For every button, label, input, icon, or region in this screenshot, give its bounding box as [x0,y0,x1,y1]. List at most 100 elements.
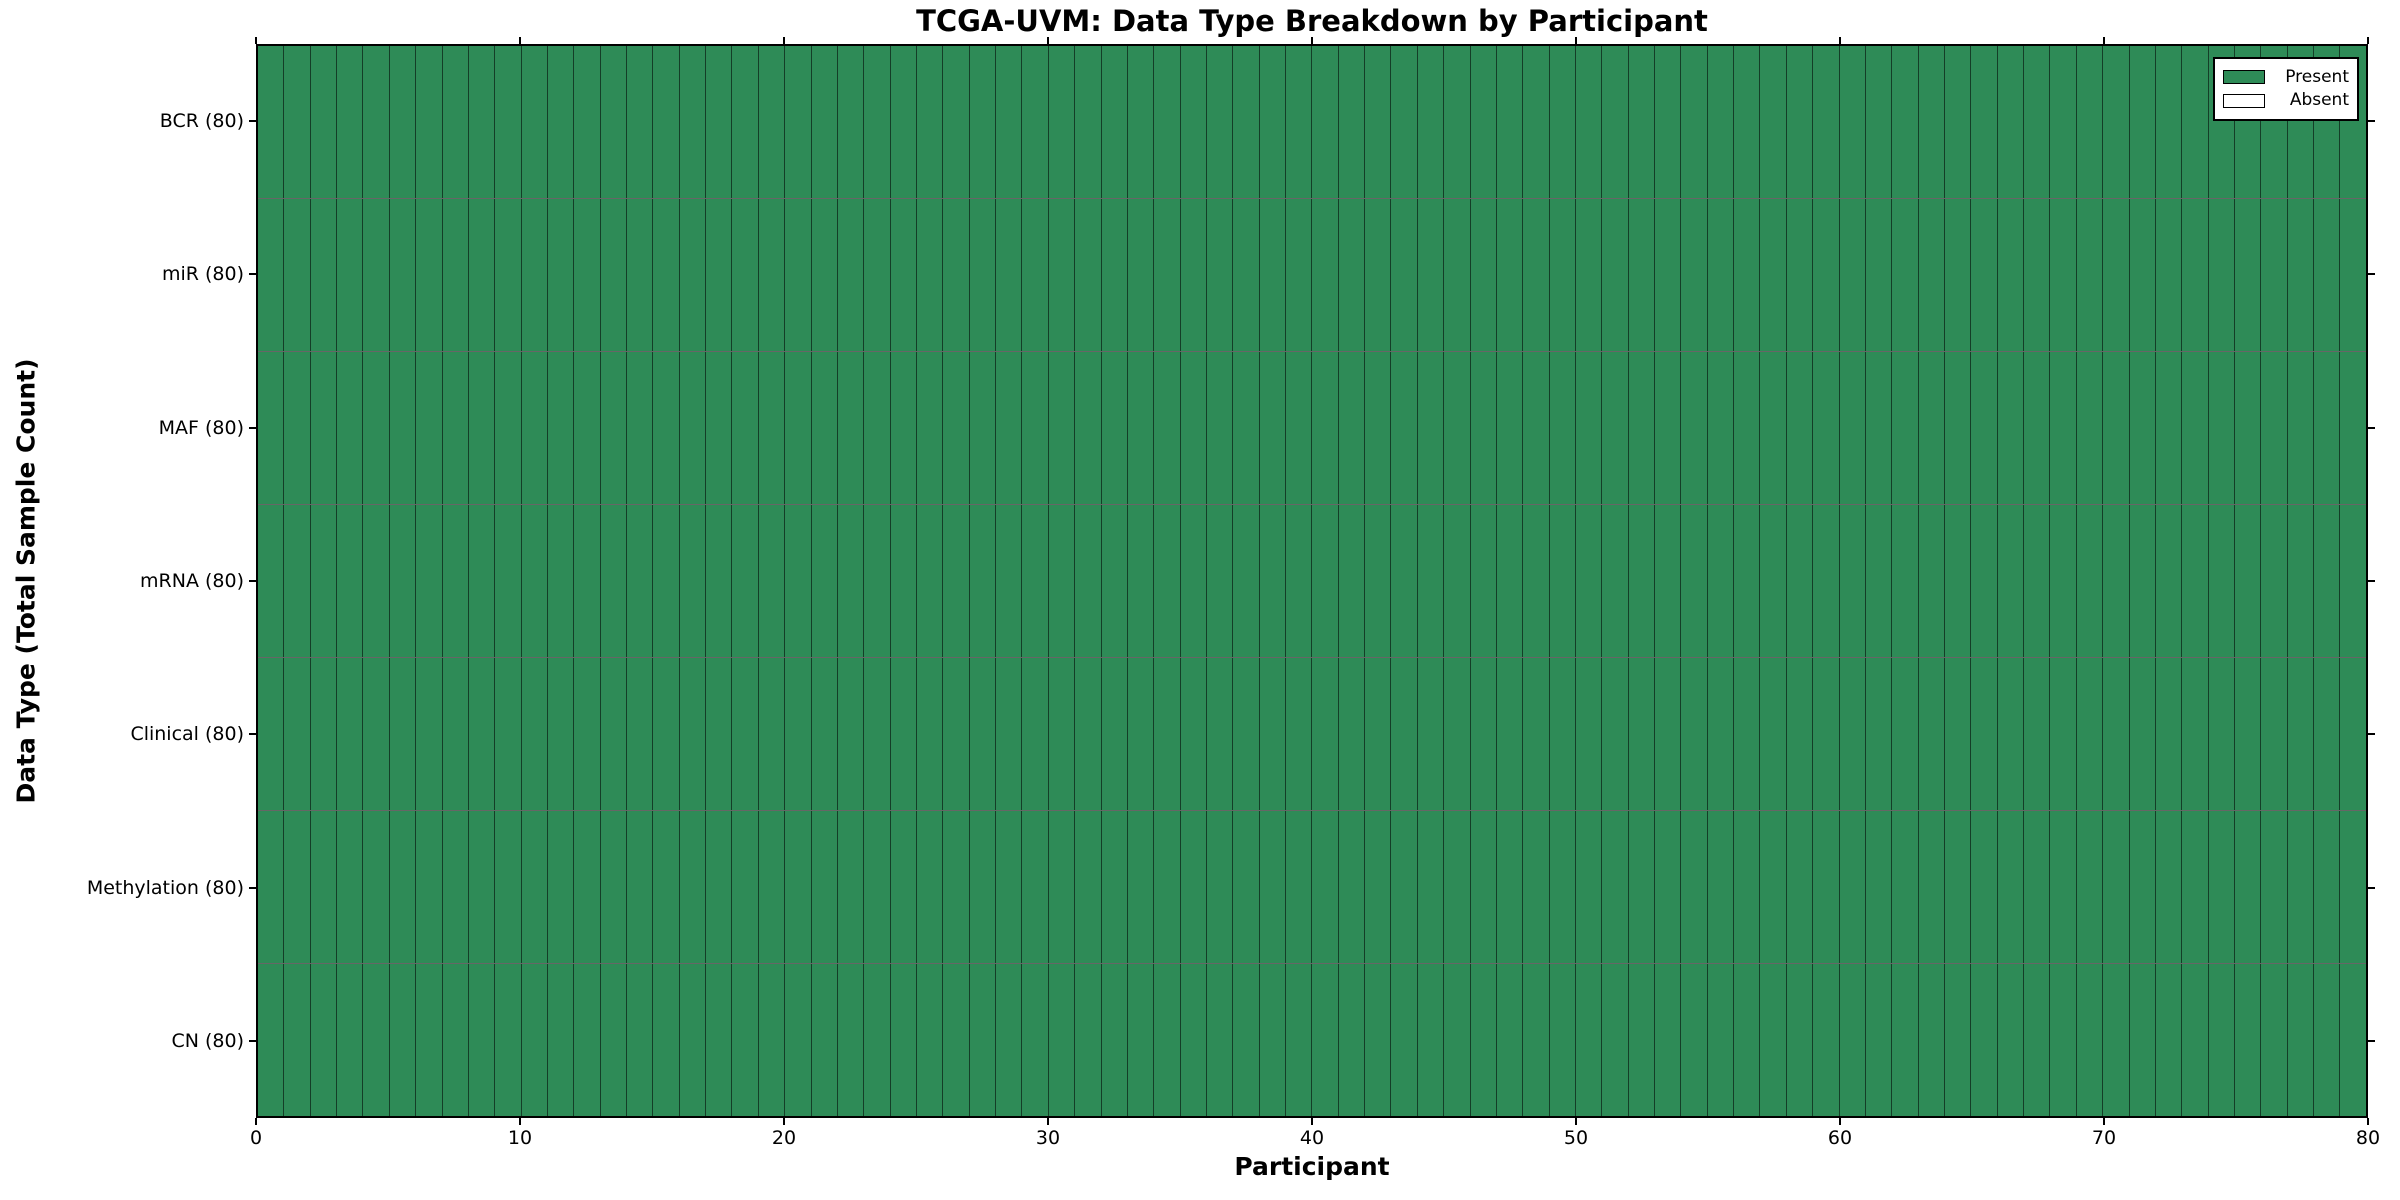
heatmap-cell [996,505,1023,657]
heatmap-cell [1760,658,1787,810]
heatmap-cell [706,658,733,810]
heatmap-cell [521,46,548,198]
heatmap-cell [969,505,997,657]
heatmap-cell [2155,658,2183,810]
heatmap-cell [837,352,865,504]
heatmap-cell [1918,658,1945,810]
heatmap-cell [1154,505,1181,657]
x-tick-mark [1047,1118,1049,1125]
heatmap-cell [758,199,786,351]
heatmap-cell [2340,811,2366,963]
heatmap-cell [2129,505,2156,657]
heatmap-cell [258,46,285,198]
heatmap-cell [758,811,786,963]
heatmap-cell [916,811,944,963]
heatmap-cell [1549,811,1576,963]
heatmap-cell [2129,964,2156,1116]
heatmap-cell [1233,505,1260,657]
heatmap-cell [627,964,654,1116]
heatmap-cell [1075,505,1102,657]
heatmap-cell [1892,199,1919,351]
heatmap-cell [574,811,601,963]
heatmap-cell [2103,46,2130,198]
y-tick-mark [249,426,256,429]
heatmap-cell [1496,964,1524,1116]
heatmap-cell [1681,352,1708,504]
heatmap-cell [1549,46,1576,198]
heatmap-cell [732,964,759,1116]
heatmap-cell [969,199,997,351]
heatmap-cell [890,352,917,504]
heatmap-cell [1075,199,1102,351]
heatmap-cell [916,658,944,810]
heatmap-cell [1707,352,1735,504]
heatmap-cell [2076,964,2104,1116]
heatmap-cell [2234,964,2262,1116]
heatmap-cell [1391,46,1418,198]
heatmap-cell [1470,46,1497,198]
heatmap-cell [2261,811,2288,963]
heatmap-cell [2261,964,2288,1116]
x-tick-mark-top [1047,37,1049,44]
heatmap-cell [996,352,1023,504]
heatmap-cell [2234,199,2262,351]
heatmap-cell [1523,46,1550,198]
heatmap-cell [1286,199,1313,351]
heatmap-cell [1945,199,1972,351]
heatmap-cell [969,352,997,504]
heatmap-cell [1628,199,1656,351]
heatmap-cell [1971,46,1998,198]
heatmap-cell [1127,199,1155,351]
heatmap-cell [890,811,917,963]
heatmap-cell [547,964,575,1116]
heatmap-cell [1760,505,1787,657]
heatmap-cell [1997,811,2025,963]
heatmap-cell [1892,505,1919,657]
legend-item-absent: Absent [2223,92,2349,109]
heatmap-cell [1048,352,1076,504]
heatmap-cell [2182,811,2209,963]
heatmap-cell [1496,46,1524,198]
plot-area [256,44,2368,1118]
heatmap-cell [1154,199,1181,351]
heatmap-cell [732,352,759,504]
heatmap-cell [1786,352,1814,504]
heatmap-cell [1813,505,1840,657]
heatmap-cell [2024,199,2051,351]
x-tick-mark-top [1311,37,1313,44]
heatmap-cell [416,505,443,657]
heatmap-cell [1575,46,1603,198]
heatmap-cell [2261,352,2288,504]
heatmap-cell [1180,352,1207,504]
heatmap-cell [1655,811,1682,963]
heatmap-cell [837,811,865,963]
heatmap-cell [679,964,707,1116]
heatmap-cell [1786,199,1814,351]
heatmap-cell [1813,658,1840,810]
heatmap-row-miR [258,199,2366,352]
y-tick-label: MAF (80) [158,416,244,439]
heatmap-cell [996,964,1023,1116]
legend-item-present: Present [2223,68,2349,86]
heatmap-cell [864,352,891,504]
heatmap-cell [2024,46,2051,198]
legend-label-absent: Absent [2289,90,2349,111]
heatmap-cell [706,811,733,963]
heatmap-cell [1180,46,1207,198]
absent-swatch [2223,93,2265,108]
heatmap-cell [1813,199,1840,351]
heatmap-cell [1681,199,1708,351]
heatmap-cell [627,658,654,810]
heatmap-cell [1417,352,1445,504]
heatmap-cell [2050,658,2077,810]
y-tick-label: Methylation (80) [86,876,244,899]
y-tick-mark [249,580,256,582]
heatmap-cell [2182,505,2209,657]
heatmap-cell [1655,46,1682,198]
heatmap-cell [1391,505,1418,657]
heatmap-cell [1101,811,1128,963]
heatmap-cell [1286,811,1313,963]
heatmap-cell [1839,964,1866,1116]
heatmap-cell [1022,658,1049,810]
heatmap-cell [1312,505,1339,657]
